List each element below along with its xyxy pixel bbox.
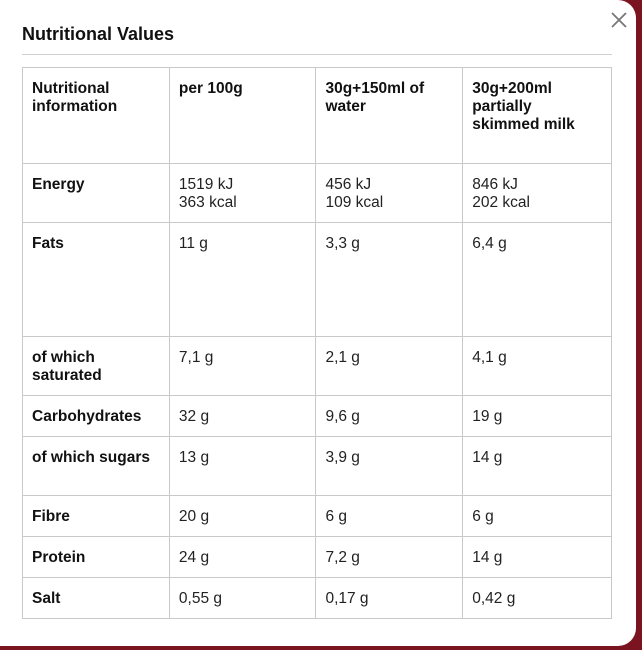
row-label: of which saturated	[22, 336, 170, 396]
value-cell: 24 g	[168, 536, 317, 578]
table-row: of which sugars 13 g 3,9 g 14 g	[22, 436, 612, 496]
row-label: Fats	[22, 222, 170, 337]
modal-title: Nutritional Values	[22, 24, 175, 44]
row-label: Protein	[22, 536, 170, 578]
header-per-100g: per 100g	[168, 67, 317, 164]
row-label: Energy	[22, 163, 170, 223]
header-with-milk: 30g+200ml partially skimmed milk	[462, 67, 612, 164]
value-cell: 456 kJ 109 kcal	[315, 163, 464, 223]
value-cell: 3,3 g	[315, 222, 464, 337]
value-cell: 846 kJ 202 kcal	[462, 163, 612, 223]
row-label: Carbohydrates	[22, 395, 170, 437]
table-header-row: Nutritional information per 100g 30g+150…	[22, 67, 612, 164]
table-row: Salt 0,55 g 0,17 g 0,42 g	[22, 577, 612, 619]
nutrition-table: Nutritional information per 100g 30g+150…	[22, 67, 612, 619]
value-cell: 6 g	[462, 495, 612, 537]
table-row: Fibre 20 g 6 g 6 g	[22, 495, 612, 537]
value-cell: 0,17 g	[315, 577, 464, 619]
close-icon[interactable]	[608, 9, 630, 31]
value-cell: 13 g	[168, 436, 317, 496]
value-cell: 7,1 g	[168, 336, 317, 396]
value-cell: 19 g	[462, 395, 612, 437]
row-label: Fibre	[22, 495, 170, 537]
value-cell: 6,4 g	[462, 222, 612, 337]
table-row: Protein 24 g 7,2 g 14 g	[22, 536, 612, 578]
header-with-water: 30g+150ml of water	[315, 67, 464, 164]
title-divider	[22, 54, 612, 55]
value-cell: 2,1 g	[315, 336, 464, 396]
table-row: Fats 11 g 3,3 g 6,4 g	[22, 222, 612, 337]
row-label: of which sugars	[22, 436, 170, 496]
value-cell: 7,2 g	[315, 536, 464, 578]
value-cell: 4,1 g	[462, 336, 612, 396]
value-cell: 11 g	[168, 222, 317, 337]
value-cell: 6 g	[315, 495, 464, 537]
value-cell: 3,9 g	[315, 436, 464, 496]
row-label: Salt	[22, 577, 170, 619]
table-row: Energy 1519 kJ 363 kcal 456 kJ 109 kcal 84…	[22, 163, 612, 223]
value-cell: 0,42 g	[462, 577, 612, 619]
value-cell: 9,6 g	[315, 395, 464, 437]
value-cell: 1519 kJ 363 kcal	[168, 163, 317, 223]
value-cell: 0,55 g	[168, 577, 317, 619]
header-nutritional-information: Nutritional information	[22, 67, 170, 164]
value-cell: 14 g	[462, 436, 612, 496]
value-cell: 32 g	[168, 395, 317, 437]
value-cell: 20 g	[168, 495, 317, 537]
table-row: of which saturated 7,1 g 2,1 g 4,1 g	[22, 336, 612, 396]
table-row: Carbohydrates 32 g 9,6 g 19 g	[22, 395, 612, 437]
value-cell: 14 g	[462, 536, 612, 578]
